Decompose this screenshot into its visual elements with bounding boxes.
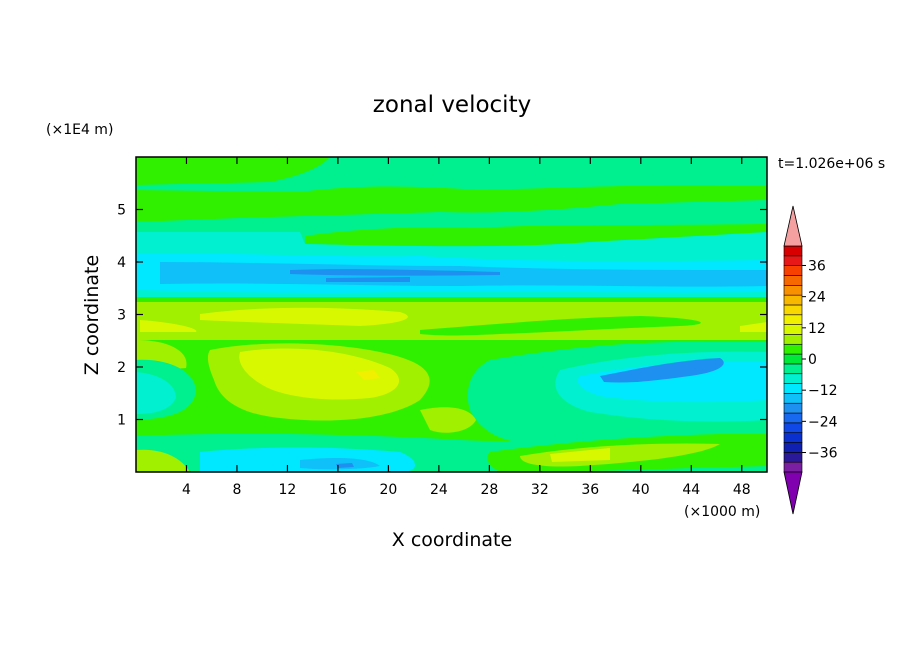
colorbar-tick-label: 0 xyxy=(808,352,817,368)
colorbar-segment xyxy=(783,402,803,414)
contour-plot-area xyxy=(136,157,767,472)
colorbar-segment xyxy=(783,461,803,473)
contour-band xyxy=(420,407,476,433)
colorbar-under-triangle xyxy=(783,471,803,515)
x-tick-label: 4 xyxy=(182,482,191,498)
colorbar-segment xyxy=(783,304,803,316)
colorbar-tick-label: 12 xyxy=(808,321,826,337)
time-label: t=1.026e+06 s xyxy=(778,156,885,172)
contour-band xyxy=(136,449,190,472)
colorbar-segment xyxy=(783,294,803,306)
chart-title: zonal velocity xyxy=(373,92,531,118)
contour-band xyxy=(140,320,197,332)
colorbar-segment xyxy=(783,255,803,266)
x-tick-label: 40 xyxy=(632,482,650,498)
x-tick-label: 36 xyxy=(581,482,599,498)
contour-band xyxy=(136,185,767,222)
colorbar-segment xyxy=(783,343,803,355)
contour-band xyxy=(420,316,701,336)
colorbar-segment xyxy=(783,265,803,276)
colorbar-segment xyxy=(783,442,803,453)
contour-band xyxy=(136,297,767,302)
x-axis-ticks: 4 8 12 16 20 24 28 32 36 40 44 48 xyxy=(182,157,751,498)
colorbar-segment xyxy=(783,393,803,404)
colorbar-segment xyxy=(783,285,803,296)
y-tick-label: 1 xyxy=(117,413,126,429)
colorbar-segment xyxy=(783,383,803,394)
contour-band xyxy=(740,322,767,332)
x-axis-label: X coordinate xyxy=(392,529,512,551)
contour-band xyxy=(136,372,176,414)
colorbar-tick-label: −12 xyxy=(808,383,838,399)
colorbar-segment xyxy=(783,314,803,325)
y-axis-label: Z coordinate xyxy=(81,255,103,375)
contour-band xyxy=(305,224,767,247)
x-tick-label: 16 xyxy=(329,482,347,498)
colorbar-segment xyxy=(783,422,803,433)
x-tick-label: 44 xyxy=(682,482,700,498)
contour-band xyxy=(356,370,380,380)
x-tick-label: 12 xyxy=(279,482,297,498)
y-unit-label: (×1E4 m) xyxy=(46,122,113,138)
x-tick-label: 32 xyxy=(531,482,549,498)
contour-band xyxy=(600,358,724,383)
colorbar: 36 24 12 0 −12 −24 −36 xyxy=(783,205,838,515)
contour-band xyxy=(326,277,410,282)
y-tick-label: 5 xyxy=(117,203,126,219)
y-tick-label: 3 xyxy=(117,308,126,324)
colorbar-segment xyxy=(783,334,803,345)
contour-band xyxy=(336,463,354,468)
colorbar-segment xyxy=(783,245,803,257)
colorbar-segment xyxy=(783,373,803,384)
colorbar-segment xyxy=(783,353,803,365)
colorbar-segment xyxy=(783,452,803,463)
colorbar-tick-label: 36 xyxy=(808,258,826,274)
contour-band xyxy=(550,448,610,462)
colorbar-segment xyxy=(783,275,803,286)
x-tick-label: 48 xyxy=(733,482,751,498)
colorbar-tick-label: −24 xyxy=(808,414,838,430)
x-tick-label: 20 xyxy=(379,482,397,498)
x-tick-label: 24 xyxy=(430,482,448,498)
contour-band xyxy=(239,348,400,400)
colorbar-segment xyxy=(783,363,803,375)
colorbar-tick-label: 24 xyxy=(808,290,826,306)
y-tick-label: 2 xyxy=(117,360,126,376)
y-axis-ticks: 1 2 3 4 5 xyxy=(117,203,767,429)
contour-band xyxy=(136,157,330,185)
colorbar-segment xyxy=(783,412,803,424)
colorbar-over-triangle xyxy=(783,205,803,247)
x-tick-label: 8 xyxy=(232,482,241,498)
contour-band xyxy=(200,307,408,326)
colorbar-segment xyxy=(783,432,803,443)
contour-band xyxy=(300,458,380,470)
contour-band xyxy=(290,269,500,276)
colorbar-tick-label: −36 xyxy=(808,446,838,462)
x-unit-label: (×1000 m) xyxy=(684,504,760,520)
x-tick-label: 28 xyxy=(480,482,498,498)
colorbar-segment xyxy=(783,324,803,335)
y-tick-label: 4 xyxy=(117,255,126,271)
